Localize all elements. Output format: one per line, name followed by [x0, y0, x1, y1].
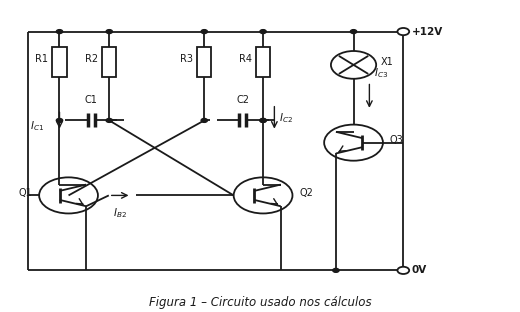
Circle shape [201, 30, 207, 33]
Text: R4: R4 [239, 54, 252, 64]
Bar [197, 47, 212, 77]
Text: 0V: 0V [411, 266, 427, 275]
Text: $I_{C1}$: $I_{C1}$ [30, 119, 44, 133]
Circle shape [260, 119, 266, 122]
Text: C2: C2 [236, 95, 249, 105]
Circle shape [56, 30, 62, 33]
Text: +12V: +12V [411, 27, 443, 37]
Text: R1: R1 [35, 54, 48, 64]
Circle shape [106, 30, 112, 33]
Circle shape [333, 268, 339, 272]
Text: R3: R3 [180, 54, 193, 64]
Circle shape [350, 30, 357, 33]
Bar [256, 47, 270, 77]
Bar [102, 47, 116, 77]
Circle shape [260, 119, 266, 122]
Text: $I_{C2}$: $I_{C2}$ [279, 111, 293, 124]
Text: C1: C1 [85, 95, 98, 105]
Text: Q1: Q1 [19, 188, 32, 197]
Text: Figura 1 – Circuito usado nos cálculos: Figura 1 – Circuito usado nos cálculos [149, 296, 371, 309]
Text: Q3: Q3 [390, 135, 404, 145]
Bar [52, 47, 67, 77]
Circle shape [56, 119, 62, 122]
Text: R2: R2 [85, 54, 98, 64]
Circle shape [397, 267, 409, 274]
Text: X1: X1 [381, 57, 394, 67]
Circle shape [397, 28, 409, 35]
Text: $I_{C3}$: $I_{C3}$ [374, 66, 388, 80]
Text: $I_{B2}$: $I_{B2}$ [113, 207, 127, 220]
Circle shape [201, 119, 207, 122]
Circle shape [106, 119, 112, 122]
Text: Q2: Q2 [300, 188, 313, 197]
Circle shape [260, 30, 266, 33]
